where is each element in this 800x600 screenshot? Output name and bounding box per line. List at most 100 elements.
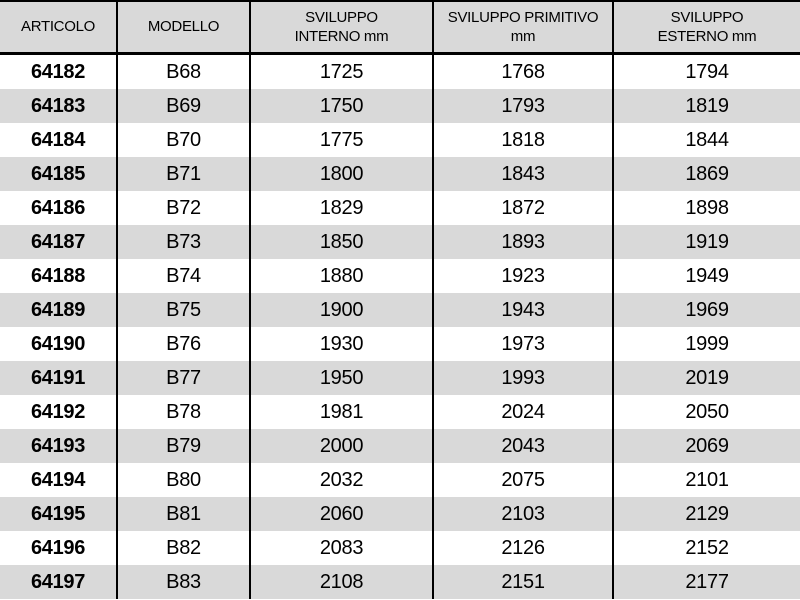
cell-sviluppo-esterno: 1794 (612, 53, 800, 89)
cell-sviluppo-interno: 1950 (249, 361, 433, 395)
cell-sviluppo-interno: 1900 (249, 293, 433, 327)
cell-sviluppo-esterno: 1869 (612, 157, 800, 191)
cell-sviluppo-esterno: 2177 (612, 565, 800, 599)
cell-sviluppo-esterno: 1949 (612, 259, 800, 293)
cell-articolo: 64192 (30, 400, 86, 423)
cell-sviluppo-primitivo: 1993 (432, 361, 613, 395)
cell-modello: B68 (116, 53, 250, 89)
cell-sviluppo-primitivo: 1973 (432, 327, 613, 361)
cell-articolo: 64186 (30, 196, 86, 219)
cell-sviluppo-esterno: 2101 (612, 463, 800, 497)
cell-modello: B73 (116, 225, 250, 259)
header-modello: MODELLO (116, 0, 250, 55)
cell-modello: B69 (116, 89, 250, 123)
cell-sviluppo-primitivo: 2151 (432, 565, 613, 599)
cell-sviluppo-esterno: 1919 (612, 225, 800, 259)
header-sviluppo-interno: SVILUPPO INTERNO mm (249, 0, 433, 55)
cell-articolo: 64195 (30, 502, 86, 525)
cell-articolo: 64182 (30, 60, 86, 83)
cell-modello: B75 (116, 293, 250, 327)
cell-modello: B77 (116, 361, 250, 395)
cell-sviluppo-esterno: 2019 (612, 361, 800, 395)
cell-sviluppo-interno: 1775 (249, 123, 433, 157)
cell-sviluppo-esterno: 1844 (612, 123, 800, 157)
cell-sviluppo-interno: 1850 (249, 225, 433, 259)
cell-sviluppo-interno: 1880 (249, 259, 433, 293)
cell-sviluppo-primitivo: 1872 (432, 191, 613, 225)
cell-articolo: 64190 (30, 332, 86, 355)
header-articolo: ARTICOLO (0, 0, 117, 55)
cell-sviluppo-interno: 1930 (249, 327, 433, 361)
cell-sviluppo-interno: 2032 (249, 463, 433, 497)
cell-sviluppo-primitivo: 2075 (432, 463, 613, 497)
cell-modello: B78 (116, 395, 250, 429)
cell-articolo: 64184 (30, 128, 86, 151)
cell-modello: B74 (116, 259, 250, 293)
cell-sviluppo-primitivo: 1768 (432, 53, 613, 89)
cell-sviluppo-esterno: 2152 (612, 531, 800, 565)
table-row: 64187 B73 1850 1893 1919 (0, 225, 800, 259)
table-row: 64192 B78 1981 2024 2050 (0, 395, 800, 429)
table-header: ARTICOLO MODELLO SVILUPPO INTERNO mm SVI… (0, 0, 800, 55)
cell-sviluppo-interno: 1829 (249, 191, 433, 225)
cell-modello: B80 (116, 463, 250, 497)
cell-articolo: 64188 (30, 264, 86, 287)
table-row: 64196 B82 2083 2126 2152 (0, 531, 800, 565)
cell-sviluppo-primitivo: 1923 (432, 259, 613, 293)
cell-sviluppo-primitivo: 2043 (432, 429, 613, 463)
cell-sviluppo-esterno: 1898 (612, 191, 800, 225)
cell-sviluppo-esterno: 2129 (612, 497, 800, 531)
cell-modello: B70 (116, 123, 250, 157)
cell-modello: B71 (116, 157, 250, 191)
cell-articolo: 64185 (30, 162, 86, 185)
cell-modello: B83 (116, 565, 250, 599)
cell-sviluppo-interno: 1750 (249, 89, 433, 123)
cell-sviluppo-esterno: 1999 (612, 327, 800, 361)
cell-sviluppo-primitivo: 2103 (432, 497, 613, 531)
header-sviluppo-primitivo: SVILUPPO PRIMITIVO mm (432, 0, 613, 55)
table-body: 64182 B68 1725 1768 1794 64183 B69 1750 … (0, 53, 800, 599)
cell-modello: B76 (116, 327, 250, 361)
table-row: 64184 B70 1775 1818 1844 (0, 123, 800, 157)
header-row: ARTICOLO MODELLO SVILUPPO INTERNO mm SVI… (0, 0, 800, 55)
cell-articolo: 64194 (30, 468, 86, 491)
cell-sviluppo-esterno: 1969 (612, 293, 800, 327)
table-row: 64193 B79 2000 2043 2069 (0, 429, 800, 463)
cell-modello: B79 (116, 429, 250, 463)
table-row: 64186 B72 1829 1872 1898 (0, 191, 800, 225)
table-row: 64190 B76 1930 1973 1999 (0, 327, 800, 361)
table-row: 64195 B81 2060 2103 2129 (0, 497, 800, 531)
header-sviluppo-esterno: SVILUPPO ESTERNO mm (612, 0, 800, 55)
cell-sviluppo-primitivo: 2126 (432, 531, 613, 565)
cell-sviluppo-primitivo: 1843 (432, 157, 613, 191)
cell-sviluppo-interno: 1800 (249, 157, 433, 191)
cell-articolo: 64193 (30, 434, 86, 457)
cell-modello: B81 (116, 497, 250, 531)
table-row: 64182 B68 1725 1768 1794 (0, 53, 800, 89)
cell-sviluppo-primitivo: 1943 (432, 293, 613, 327)
cell-articolo: 64197 (30, 570, 86, 593)
cell-sviluppo-interno: 1981 (249, 395, 433, 429)
cell-sviluppo-esterno: 2050 (612, 395, 800, 429)
cell-sviluppo-esterno: 1819 (612, 89, 800, 123)
cell-sviluppo-interno: 2060 (249, 497, 433, 531)
cell-sviluppo-interno: 1725 (249, 53, 433, 89)
cell-articolo: 64187 (30, 230, 86, 253)
cell-sviluppo-interno: 2108 (249, 565, 433, 599)
table-row: 64191 B77 1950 1993 2019 (0, 361, 800, 395)
cell-sviluppo-primitivo: 2024 (432, 395, 613, 429)
cell-sviluppo-interno: 2083 (249, 531, 433, 565)
table-row: 64185 B71 1800 1843 1869 (0, 157, 800, 191)
cell-articolo: 64191 (30, 366, 86, 389)
cell-articolo: 64183 (30, 94, 86, 117)
cell-modello: B72 (116, 191, 250, 225)
cell-sviluppo-interno: 2000 (249, 429, 433, 463)
cell-sviluppo-primitivo: 1818 (432, 123, 613, 157)
table-row: 64197 B83 2108 2151 2177 (0, 565, 800, 599)
table-row: 64194 B80 2032 2075 2101 (0, 463, 800, 497)
cell-articolo: 64196 (30, 536, 86, 559)
cell-sviluppo-primitivo: 1793 (432, 89, 613, 123)
table-row: 64183 B69 1750 1793 1819 (0, 89, 800, 123)
cell-sviluppo-esterno: 2069 (612, 429, 800, 463)
